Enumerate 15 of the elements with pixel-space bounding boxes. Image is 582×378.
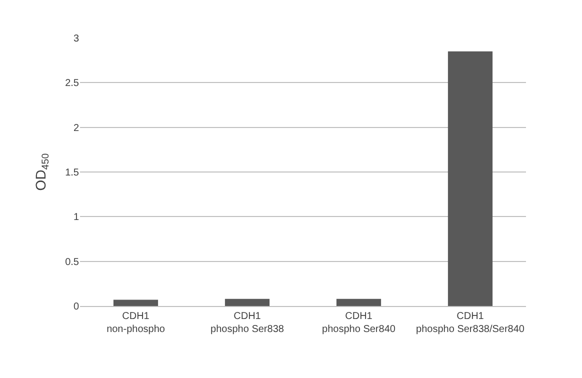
x-tick-label: CDH1 non-phospho — [106, 311, 166, 335]
bar — [224, 298, 270, 306]
y-tick-label: 2 — [73, 122, 80, 134]
bar — [336, 298, 382, 306]
y-tick-label: 3 — [73, 34, 80, 44]
x-tick-label: CDH1 phospho Ser840 — [322, 311, 396, 335]
y-tick-label: 1 — [73, 212, 80, 224]
x-tick-label: CDH1 phospho Ser838 — [210, 311, 284, 335]
y-tick-label: 2.5 — [65, 78, 80, 90]
bar — [113, 300, 158, 306]
bar — [448, 51, 493, 306]
y-tick-label: 0 — [73, 302, 80, 312]
y-tick-label: 1.5 — [65, 168, 80, 178]
y-tick-label: 0.5 — [65, 256, 80, 268]
x-tick-label: CDH1 phospho Ser838/Ser840 — [416, 311, 525, 335]
